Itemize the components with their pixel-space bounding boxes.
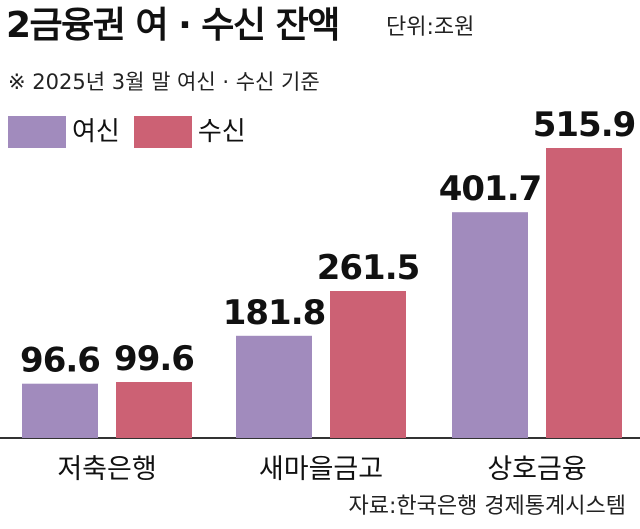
category-label-savings-bank: 저축은행 — [57, 454, 156, 485]
legend-swatch-deposits — [133, 116, 192, 148]
value-label-loans-saemaul-geumgo: 181.8 — [223, 293, 326, 333]
legend-label-loans: 여신 — [72, 117, 120, 147]
legend-swatch-loans — [8, 116, 66, 148]
bars-group — [22, 148, 622, 438]
bar-deposits-mutual-finance — [546, 148, 622, 438]
unit-label: 단위:조원 — [386, 15, 475, 40]
value-label-deposits-mutual-finance: 515.9 — [533, 105, 636, 145]
legend-item-loans: 여신 — [8, 116, 120, 148]
bar-loans-mutual-finance — [452, 212, 528, 438]
bar-deposits-savings-bank — [116, 382, 192, 438]
bar-loans-saemaul-geumgo — [236, 335, 312, 438]
category-labels-group: 저축은행 새마을금고 상호금융 — [57, 454, 586, 485]
bar-loans-savings-bank — [22, 383, 98, 438]
value-label-loans-savings-bank: 96.6 — [20, 341, 100, 381]
legend: 여신 수신 — [8, 114, 260, 150]
legend-item-deposits: 수신 — [133, 116, 246, 148]
value-label-deposits-savings-bank: 99.6 — [114, 339, 194, 379]
bar-deposits-saemaul-geumgo — [330, 291, 406, 438]
category-label-saemaul-geumgo: 새마을금고 — [259, 454, 383, 485]
category-label-mutual-finance: 상호금융 — [487, 454, 586, 485]
legend-label-deposits: 수신 — [197, 117, 246, 147]
chart-title: 2금융권 여 · 수신 잔액 — [6, 5, 340, 46]
value-labels-group: 96.6 99.6 181.8 261.5 401.7 515.9 — [20, 105, 636, 381]
source-label: 자료:한국은행 경제통계시스템 — [348, 494, 626, 519]
value-label-loans-mutual-finance: 401.7 — [439, 169, 542, 209]
reference-note: ※ 2025년 3월 말 여신 · 수신 기준 — [8, 70, 320, 94]
value-label-deposits-saemaul-geumgo: 261.5 — [317, 248, 420, 288]
